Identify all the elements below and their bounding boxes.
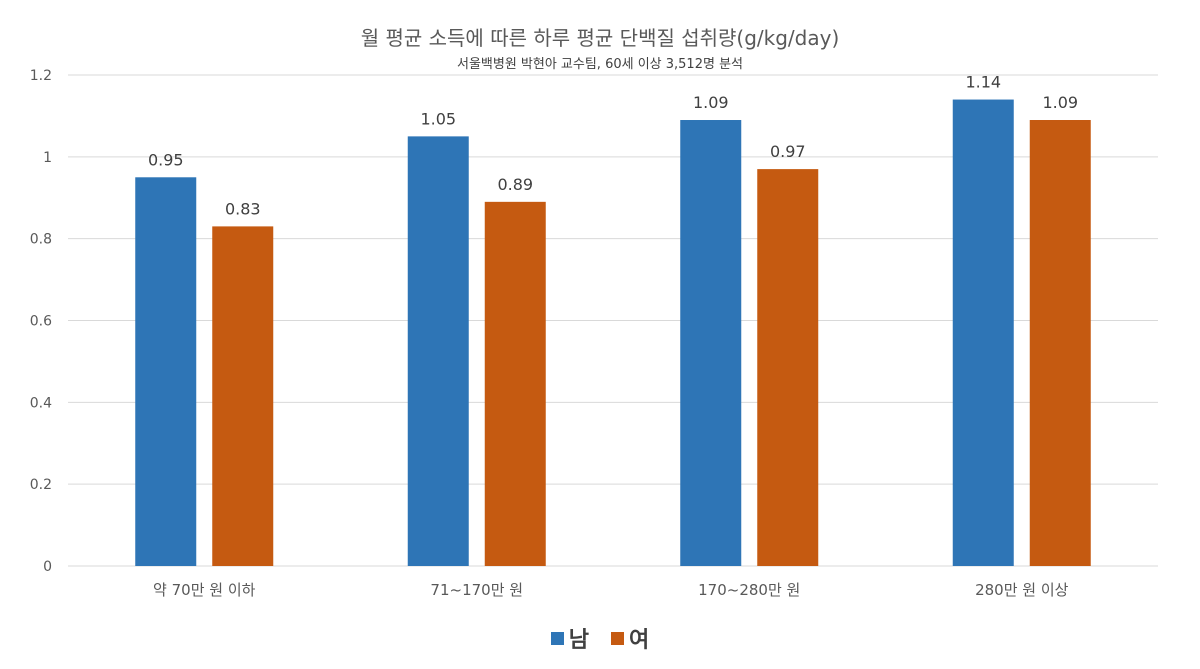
legend-item-male: 남: [550, 622, 589, 654]
data-label-female: 1.09: [1042, 93, 1078, 112]
data-label-male: 1.05: [420, 109, 456, 128]
y-tick-label: 0.6: [30, 314, 52, 330]
legend-swatch-female: [611, 631, 624, 645]
bar-male: [952, 99, 1014, 567]
legend-swatch-male: [550, 631, 564, 645]
legend-label-female: 여: [629, 628, 650, 653]
y-tick-label: 1.2: [30, 68, 52, 84]
bars: [135, 99, 1091, 567]
y-axis-ticks: 0 0.2 0.4 0.6 0.8 1 1.2: [30, 68, 52, 575]
bar-male: [407, 136, 469, 566]
data-labels: 0.95 0.83 1.05 0.89 1.09 0.97 1.14 1.09: [148, 73, 1078, 219]
x-axis-ticks: 약 70만 원 이하 71~170만 원 170~280만 원 280만 원 이상: [153, 581, 1069, 599]
y-tick-label: 0.2: [30, 477, 52, 493]
y-tick-label: 0.4: [30, 395, 52, 411]
x-tick-label: 71~170만 원: [430, 581, 523, 599]
y-tick-label: 1: [43, 150, 52, 166]
bar-female: [757, 169, 819, 566]
y-tick-label: 0: [43, 559, 52, 575]
data-label-female: 0.89: [497, 175, 533, 194]
bar-female: [212, 226, 274, 566]
data-label-male: 0.95: [148, 150, 184, 169]
data-label-male: 1.14: [965, 73, 1001, 92]
x-tick-label: 280만 원 이상: [975, 581, 1069, 599]
bar-female: [1029, 120, 1091, 566]
x-tick-label: 약 70만 원 이하: [153, 581, 256, 599]
legend-item-female: 여: [611, 622, 649, 654]
chart-title: 월 평균 소득에 따른 하루 평균 단백질 섭취량(g/kg/day): [360, 26, 840, 50]
bar-male: [680, 120, 742, 566]
legend-label-male: 남: [568, 628, 589, 653]
bar-male: [135, 177, 197, 566]
data-label-female: 0.97: [770, 142, 806, 161]
data-label-male: 1.09: [693, 93, 729, 112]
data-label-female: 0.83: [225, 199, 261, 218]
y-tick-label: 0.8: [30, 232, 52, 248]
bar-female: [484, 201, 546, 566]
x-tick-label: 170~280만 원: [698, 581, 800, 599]
chart-subtitle: 서울백병원 박현아 교수팀, 60세 이상 3,512명 분석: [456, 57, 743, 72]
legend: 남 여: [0, 622, 1200, 654]
